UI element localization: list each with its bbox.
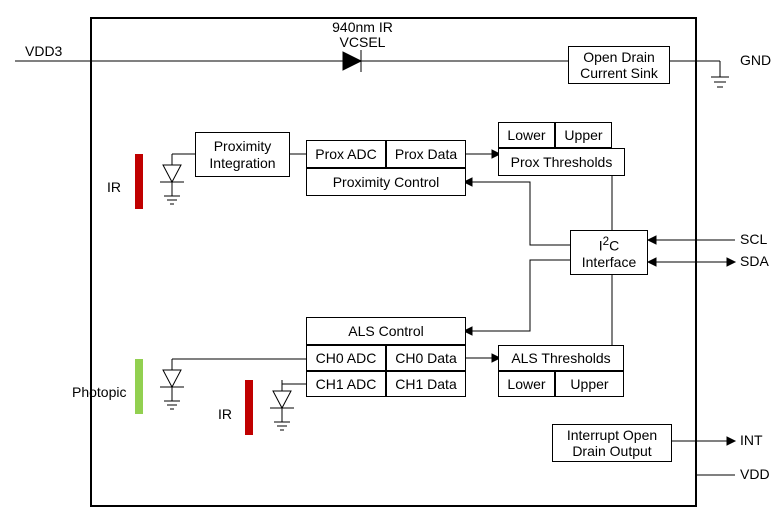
ir-filter-bar-2 xyxy=(245,380,253,435)
vdd-pin-label: VDD xyxy=(740,467,770,482)
int-pin-label: INT xyxy=(740,433,763,448)
gnd-pin-label: GND xyxy=(740,53,771,68)
ch0-adc-box: CH0 ADC xyxy=(306,345,386,371)
prox-data-box: Prox Data xyxy=(386,140,466,168)
als-control-box: ALS Control xyxy=(306,317,466,345)
open-drain-sink-box: Open DrainCurrent Sink xyxy=(568,46,670,84)
prox-thresholds-box: Prox Thresholds xyxy=(498,148,625,176)
vdd3-pin-label: VDD3 xyxy=(25,44,62,59)
i2c-interface-box: I2CInterface xyxy=(570,230,648,275)
vcsel-label: 940nm IRVCSEL xyxy=(325,20,400,51)
proximity-integration-box: ProximityIntegration xyxy=(195,132,290,177)
ir1-label: IR xyxy=(107,180,121,195)
prox-adc-box: Prox ADC xyxy=(306,140,386,168)
photopic-filter-bar xyxy=(135,359,143,414)
ch0-data-box: CH0 Data xyxy=(386,345,466,371)
als-thresholds-box: ALS Thresholds xyxy=(498,345,624,371)
sda-pin-label: SDA xyxy=(740,254,769,269)
prox-lower-box: Lower xyxy=(498,122,555,148)
proximity-control-box: Proximity Control xyxy=(306,168,466,196)
als-upper-box: Upper xyxy=(555,371,624,397)
ch1-data-box: CH1 Data xyxy=(386,371,466,397)
ir2-label: IR xyxy=(218,407,232,422)
interrupt-output-box: Interrupt OpenDrain Output xyxy=(552,424,672,462)
ch1-adc-box: CH1 ADC xyxy=(306,371,386,397)
ir-filter-bar-1 xyxy=(135,154,143,209)
als-lower-box: Lower xyxy=(498,371,555,397)
scl-pin-label: SCL xyxy=(740,232,767,247)
photopic-label: Photopic xyxy=(72,385,126,400)
i2c-label: I2CInterface xyxy=(582,235,636,270)
prox-upper-box: Upper xyxy=(555,122,612,148)
